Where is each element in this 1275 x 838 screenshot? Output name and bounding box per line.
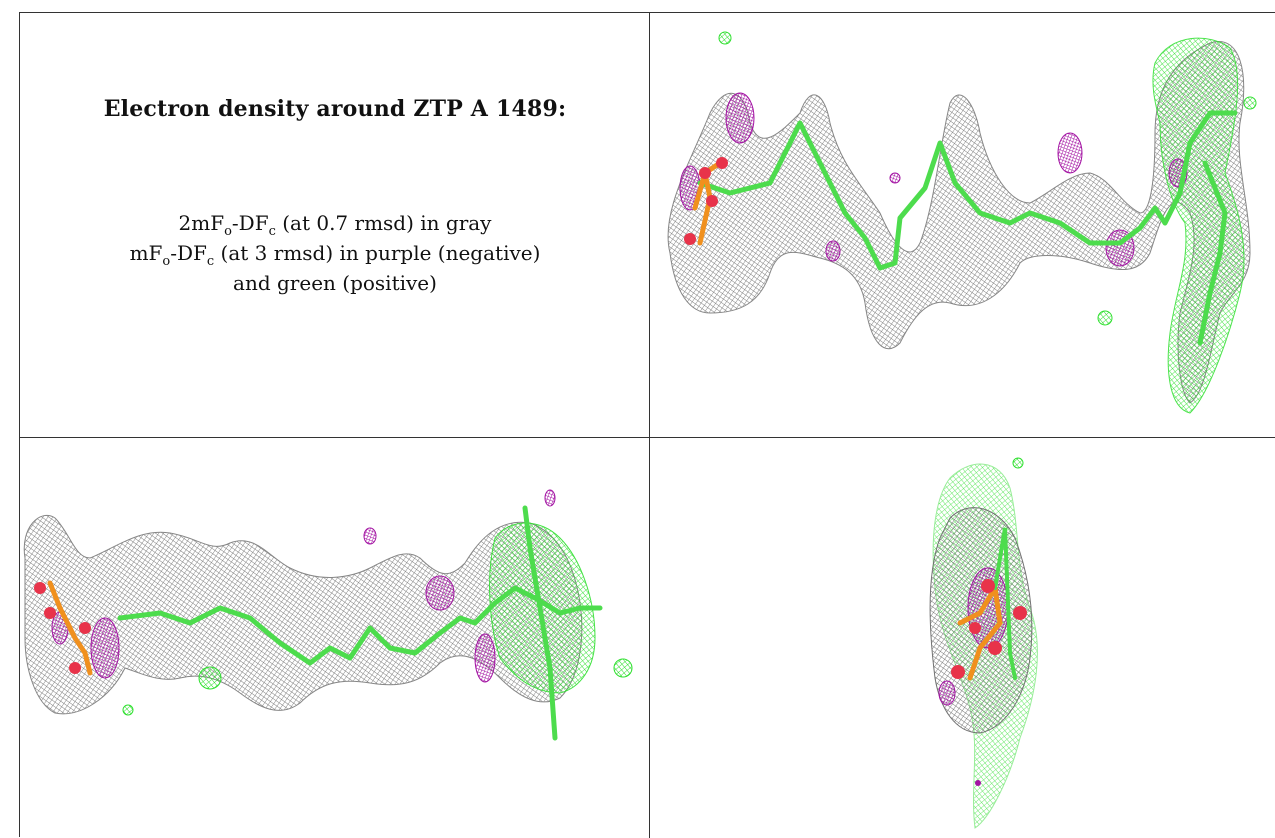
density-view-top-right [650,13,1275,438]
gray-density-mesh [667,41,1251,404]
legend-mf: mF [129,241,163,265]
ligand-sticks [117,585,603,666]
oxygen-atom-3 [981,579,995,593]
ligand-sticks-branch [522,505,558,741]
oxygen-atom-2 [1013,606,1027,620]
density-image-3 [929,457,1038,829]
legend-sub-o2: o [162,254,171,269]
density-figure-table: Electron density around ZTP A 1489: 2mFo… [19,12,1275,838]
ligand-sticks [993,527,1017,680]
oxygen-atom-2 [716,157,728,169]
purple-negative-blob-2 [938,680,956,706]
legend-gray-text: (at 0.7 rmsd) in gray [275,211,492,235]
purple-negative-blob-6 [544,489,556,507]
purple-negative-blob-1 [90,617,120,679]
oxygen-atom-3 [684,233,696,245]
legend-sub-c2: c [206,254,215,269]
purple-negative-blob-1 [725,92,755,144]
ligand-sticks-branch [1197,160,1228,346]
oxygen-atom-4 [44,607,56,619]
oxygen-atom-1 [34,582,46,594]
legend-line-2fo-fc: 2mFo-DFc (at 0.7 rmsd) in gray [20,208,650,238]
density-image-1 [667,31,1257,414]
stray-green-mesh-2 [1097,310,1113,326]
oxygen-atom-1 [699,167,711,179]
stray-purple-mesh-1 [889,172,901,184]
stray-green-mesh-1 [718,31,732,45]
oxygen-atom-3 [69,662,81,674]
purple-negative-blob-5 [363,527,377,545]
stray-green-mesh-3 [1243,96,1257,110]
legend-sub-o: o [224,224,232,239]
stray-green-mesh-3 [122,704,134,716]
legend-df: -DF [231,211,269,235]
legend-2mf: 2mF [178,211,225,235]
stray-green-mesh-1 [1012,457,1024,469]
legend-purple-text: (at 3 rmsd) in purple (negative) [214,241,541,265]
caption-cell: Electron density around ZTP A 1489: 2mFo… [20,13,650,438]
purple-negative-blob-4 [474,633,496,683]
legend-line-green: and green (positive) [233,271,437,295]
oxygen-atom-5 [969,622,981,634]
oxygen-atom-2 [79,622,91,634]
green-positive-mesh [1152,37,1245,414]
density-view-bottom-right [650,438,1275,838]
stray-green-mesh-2 [613,658,633,678]
phosphate-sticks [957,580,1003,681]
stray-purple-mesh-1 [975,780,981,786]
phosphate-sticks [47,580,93,676]
density-view-bottom-left [20,438,650,838]
purple-negative-blob-6 [825,240,841,262]
panel-title: Electron density around ZTP A 1489: [103,96,567,122]
legend-df2: -DF [170,241,207,265]
map-legend: 2mFo-DFc (at 0.7 rmsd) in gray mFo-DFc (… [20,208,650,298]
legend-sub-c: c [268,224,276,239]
oxygen-atom-4 [988,641,1002,655]
oxygen-atom-1 [951,665,965,679]
legend-line-fo-fc: mFo-DFc (at 3 rmsd) in purple (negative) [20,238,650,268]
purple-negative-blob-3 [425,575,455,611]
oxygen-atom-4 [706,195,718,207]
stray-green-mesh-1 [198,666,222,690]
ligand-sticks [697,110,1238,271]
density-image-2 [23,489,633,741]
purple-negative-blob-3 [1057,132,1083,174]
